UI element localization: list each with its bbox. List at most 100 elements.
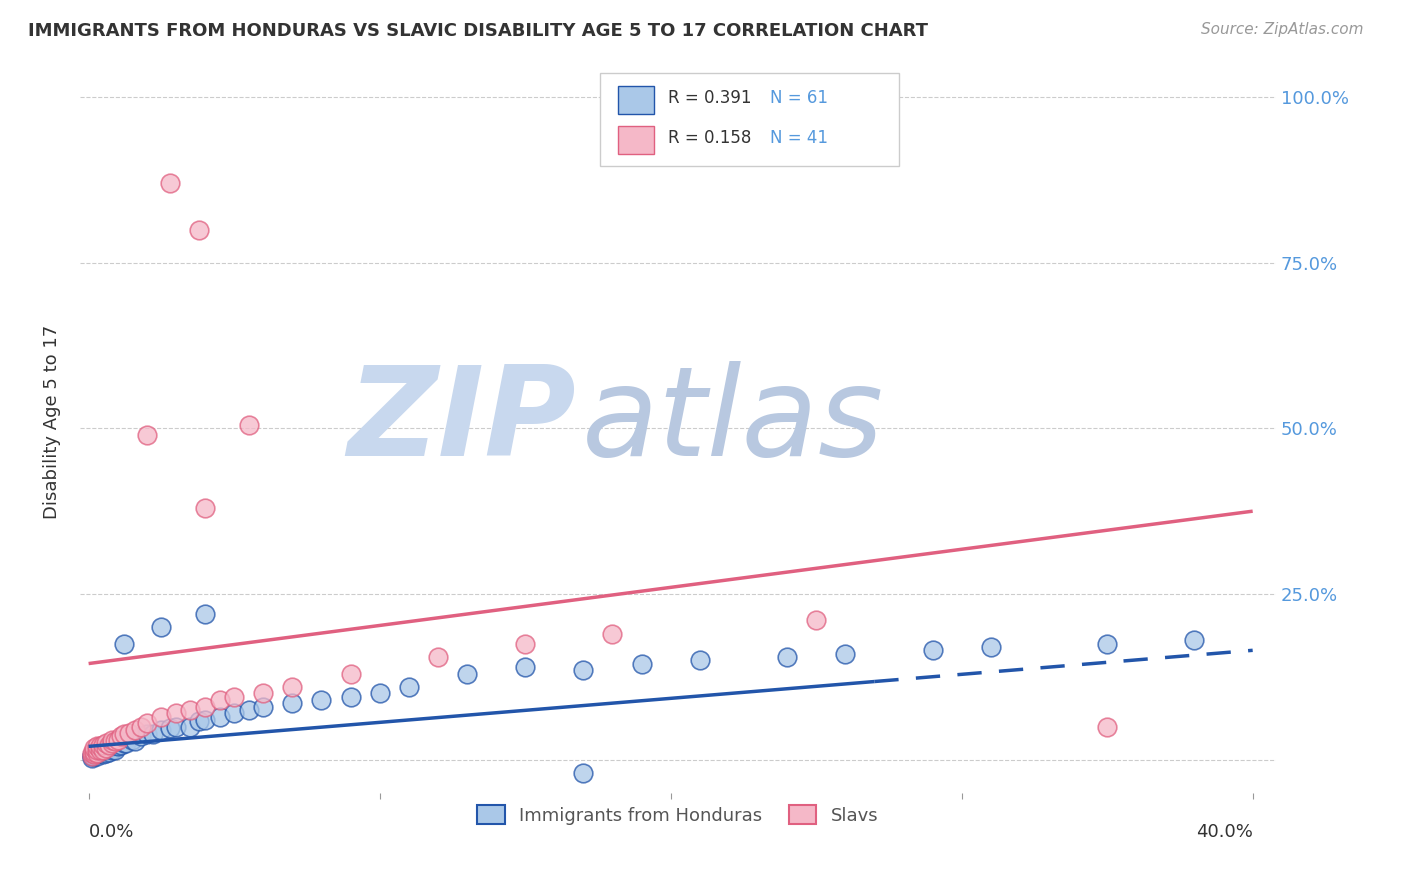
Point <box>188 222 211 236</box>
Point <box>194 699 217 714</box>
Point <box>98 738 121 752</box>
Point <box>86 745 108 759</box>
Point <box>124 723 146 737</box>
Point <box>252 699 274 714</box>
Point <box>91 742 114 756</box>
Point <box>238 703 260 717</box>
Text: atlas: atlas <box>582 361 884 483</box>
Point <box>107 732 129 747</box>
Point <box>121 732 143 747</box>
Point <box>89 739 111 754</box>
Point <box>179 703 201 717</box>
Text: N = 41: N = 41 <box>770 129 828 147</box>
Point <box>224 706 246 721</box>
Point <box>110 738 132 752</box>
Point <box>398 680 420 694</box>
Point <box>165 706 187 721</box>
Point <box>89 742 111 756</box>
Point <box>142 727 165 741</box>
Point <box>98 740 121 755</box>
Point <box>118 726 141 740</box>
Point <box>83 740 105 755</box>
Point <box>281 680 304 694</box>
Point <box>368 686 391 700</box>
Point <box>86 739 108 754</box>
Text: N = 61: N = 61 <box>770 89 828 107</box>
Point <box>426 649 449 664</box>
Point <box>572 663 595 677</box>
Point <box>281 696 304 710</box>
Point <box>135 716 157 731</box>
Point <box>86 749 108 764</box>
Point <box>101 732 124 747</box>
Point <box>89 746 111 760</box>
Point <box>104 734 127 748</box>
Point <box>1095 719 1118 733</box>
Point <box>94 740 117 755</box>
Point <box>159 721 181 735</box>
Point <box>80 750 103 764</box>
Point <box>188 714 211 729</box>
Point <box>150 723 173 737</box>
Point <box>86 746 108 760</box>
Point <box>339 690 361 704</box>
Point <box>89 742 111 756</box>
Text: IMMIGRANTS FROM HONDURAS VS SLAVIC DISABILITY AGE 5 TO 17 CORRELATION CHART: IMMIGRANTS FROM HONDURAS VS SLAVIC DISAB… <box>28 22 928 40</box>
Point <box>101 739 124 754</box>
Point <box>91 745 114 759</box>
Point <box>80 746 103 760</box>
Point <box>83 747 105 762</box>
Point <box>83 745 105 759</box>
Point <box>572 765 595 780</box>
Point <box>91 738 114 752</box>
Text: 40.0%: 40.0% <box>1195 823 1253 841</box>
Text: ZIP: ZIP <box>347 361 576 483</box>
Y-axis label: Disability Age 5 to 17: Disability Age 5 to 17 <box>44 325 60 519</box>
Point <box>91 747 114 762</box>
Point <box>980 640 1002 654</box>
Point <box>83 747 105 762</box>
Point <box>107 739 129 754</box>
Text: R = 0.158: R = 0.158 <box>668 129 752 147</box>
Point <box>1184 633 1206 648</box>
Point <box>834 647 856 661</box>
Text: 0.0%: 0.0% <box>89 823 134 841</box>
Point <box>115 736 138 750</box>
FancyBboxPatch shape <box>619 126 654 154</box>
Point <box>101 736 124 750</box>
Point <box>630 657 652 671</box>
Point <box>112 637 135 651</box>
Point <box>135 727 157 741</box>
Point <box>252 686 274 700</box>
Point <box>339 666 361 681</box>
FancyBboxPatch shape <box>619 86 654 114</box>
Point <box>94 736 117 750</box>
Point <box>238 417 260 432</box>
Point <box>129 719 152 733</box>
Text: Source: ZipAtlas.com: Source: ZipAtlas.com <box>1201 22 1364 37</box>
Point <box>104 738 127 752</box>
Point <box>80 747 103 762</box>
Point <box>194 500 217 515</box>
Point <box>513 660 536 674</box>
Point <box>513 637 536 651</box>
Point <box>112 727 135 741</box>
Point <box>94 746 117 760</box>
Point <box>135 428 157 442</box>
Point <box>208 709 231 723</box>
Point <box>689 653 711 667</box>
Point <box>110 730 132 744</box>
Point <box>83 746 105 760</box>
Point <box>86 742 108 756</box>
Point <box>101 742 124 756</box>
Point <box>776 649 799 664</box>
Point <box>150 709 173 723</box>
Point <box>104 742 127 756</box>
Point <box>83 749 105 764</box>
Point <box>208 693 231 707</box>
FancyBboxPatch shape <box>600 73 900 166</box>
Legend: Immigrants from Honduras, Slavs: Immigrants from Honduras, Slavs <box>470 798 886 832</box>
Point <box>86 747 108 762</box>
Point <box>921 643 943 657</box>
Point <box>224 690 246 704</box>
